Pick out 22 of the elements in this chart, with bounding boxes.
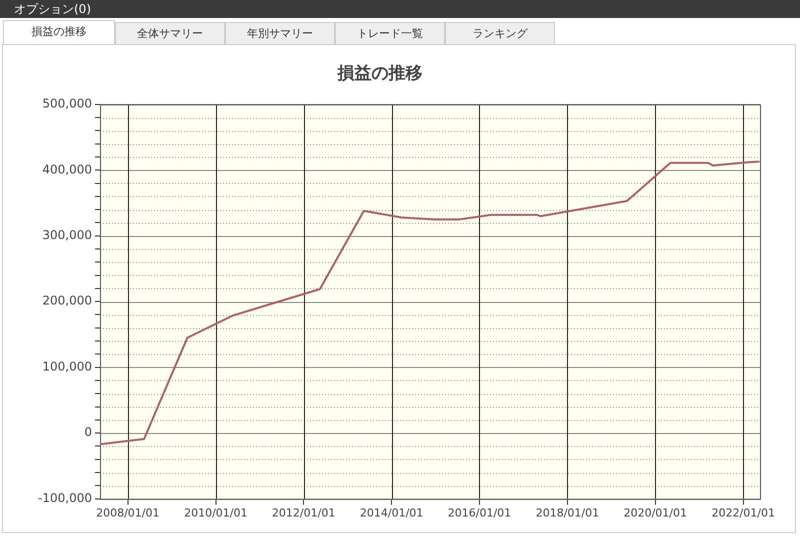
text: トレード一覧 (335, 22, 445, 44)
text: ランキング (445, 22, 555, 44)
y-tick-label: 100,000 (42, 359, 92, 374)
y-tick-label: -100,000 (38, 490, 92, 505)
chart-title: 損益の推移 (336, 64, 422, 84)
x-tick-label: 2010/01/01 (184, 506, 248, 520)
x-tick-label: 2014/01/01 (360, 506, 424, 520)
y-tick-label: 400,000 (42, 162, 92, 176)
y-tick-label: 300,000 (42, 228, 92, 242)
x-tick-label: 2012/01/01 (272, 506, 336, 520)
x-tick-label: 2018/01/01 (536, 506, 600, 520)
text: オプション(0) (0, 0, 800, 18)
text: 年別サマリー (225, 22, 335, 44)
x-tick-label: 2022/01/01 (712, 506, 775, 520)
y-tick-label: 500,000 (42, 96, 92, 111)
x-tick-label: 2008/01/01 (96, 506, 160, 520)
x-tick-label: 2020/01/01 (624, 506, 687, 520)
text: 全体サマリー (115, 22, 225, 44)
x-tick-label: 2016/01/01 (448, 506, 512, 520)
y-tick-label: 200,000 (42, 294, 92, 308)
text: 損益の推移 (3, 20, 115, 44)
y-tick-label: 0 (84, 425, 92, 440)
